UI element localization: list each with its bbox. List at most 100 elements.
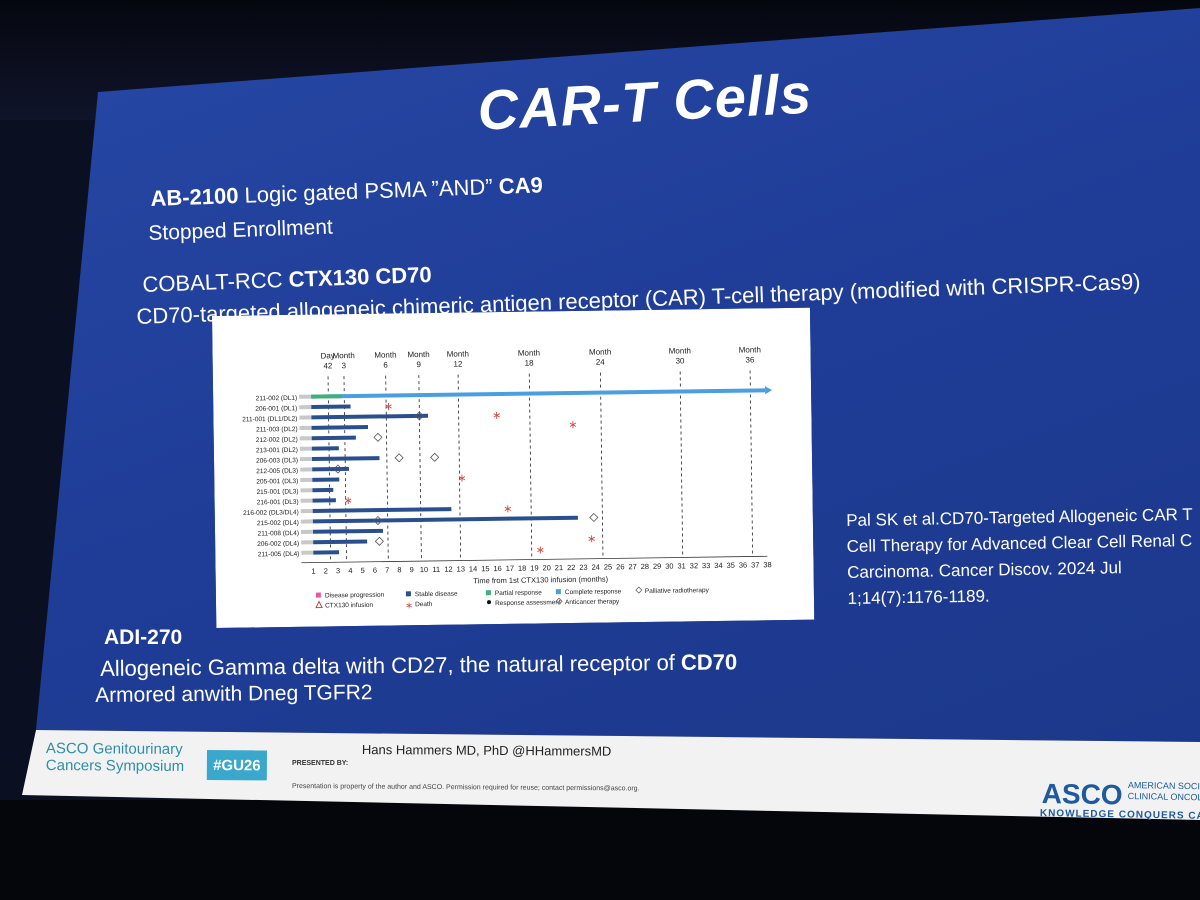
x-tick-label: 15 [481,564,489,573]
x-tick-label: 28 [641,562,649,571]
x-tick-label: 14 [469,564,477,573]
x-tick-label: 25 [604,562,612,571]
x-axis-line [301,555,768,564]
x-tick-label: 2 [324,566,328,575]
asco-society-line: CLINICAL ONCOLO [1127,790,1200,803]
death-marker: ∗ [384,400,393,413]
legend-swatch [405,591,411,597]
x-tick-label: 12 [444,565,452,574]
legend-label: Palliative radiotherapy [645,587,710,595]
adi270-armor: Armored anwith Dneg TGFR2 [95,681,373,707]
anticancer-therapy-marker [374,536,384,546]
x-tick-label: 8 [397,565,401,574]
patient-label: 205-001 (DL3) [256,478,298,486]
patient-label: 211-002 (DL1) [256,395,298,403]
timepoint-line [679,371,684,556]
patient-bar [312,477,340,482]
x-tick-label: 37 [751,560,759,569]
patient-bar [312,466,349,472]
x-tick-label: 18 [518,564,526,573]
patient-bar [311,425,369,430]
legend-label: Complete response [565,588,622,596]
x-tick-label: 6 [373,566,377,575]
legend-label: CTX130 infusion [325,602,374,610]
patient-bar [312,487,334,493]
patient-bar [312,515,578,524]
timepoint-label: Month [669,346,691,355]
anticancer-therapy-marker [394,453,404,463]
x-tick-label: 26 [616,562,624,571]
patient-label: 206-003 (DL3) [256,457,298,465]
swimmer-plot: Day42Month3Month6Month9Month12Month18Mon… [212,307,815,628]
pre-infusion-bar [300,467,313,472]
x-tick-label: 3 [336,566,340,575]
pre-infusion-bar [300,519,313,524]
anticancer-therapy-marker [414,411,424,421]
pre-infusion-bar [300,529,314,534]
x-tick-label: 11 [432,565,440,574]
x-tick-label: 36 [739,561,747,570]
citation: Pal SK et al.CD70-Targeted Allogeneic CA… [846,502,1194,612]
timepoint-line [749,370,754,555]
timepoint-label: 36 [745,355,755,364]
timepoint-label: Month [333,351,355,360]
legend-label: Stable disease [415,591,458,599]
patient-bar [311,404,351,410]
x-tick-label: 33 [702,561,710,570]
death-marker: ∗ [503,502,512,515]
legend-swatch [487,600,492,605]
cobalt-prefix: COBALT-RCC [142,266,290,297]
patient-bar [311,413,429,420]
patient-label: 213-001 (DL2) [256,447,298,455]
timepoint-label: 24 [596,358,606,367]
x-tick-label: 29 [653,562,661,571]
x-tick-label: 30 [665,562,673,571]
x-tick-label: 5 [360,566,364,575]
patient-label: 215-002 (DL4) [257,520,299,528]
legend-label: Partial response [495,589,542,597]
symposium-logo-line: ASCO Genitourinary [45,740,183,758]
timepoint-line [528,373,533,558]
patient-bar [311,456,380,462]
patient-bar [311,388,766,399]
x-tick-label: 31 [677,561,685,570]
death-marker: ∗ [492,409,501,422]
pre-infusion-bar [299,436,312,441]
anticancer-therapy-marker [373,432,383,442]
legend-swatch [315,592,321,598]
timepoint-label: Month [589,347,611,356]
adi270-desc-text: Allogeneic Gamma delta with CD27, the na… [100,649,682,681]
patient-label: 211-005 (DL4) [258,551,300,559]
x-tick-label: 9 [410,565,414,574]
x-tick-label: 23 [579,563,587,572]
room-floor [0,800,1200,900]
death-marker: ∗ [536,543,545,556]
patient-label: 211-003 (DL2) [256,426,298,434]
x-tick-label: 35 [726,561,734,570]
timepoint-label: 3 [342,361,347,370]
legend-swatch [485,590,491,596]
legend-label: Disease progression [325,592,385,600]
ab2100-name: AB-2100 [150,182,239,211]
cobalt-bold: CTX130 CD70 [288,261,433,292]
pre-infusion-bar [300,488,313,493]
timepoint-label: 6 [383,361,388,370]
pre-infusion-bar [299,394,312,399]
patient-bar [312,498,336,503]
patient-label: 211-008 (DL4) [258,530,300,538]
patient-label: 212-002 (DL2) [256,436,298,444]
adi270-target: CD70 [680,649,738,675]
chart-background [212,307,815,628]
x-tick-label: 20 [542,563,550,572]
timepoint-line [457,374,462,559]
timepoint-label: Month [739,345,761,354]
timepoint-label: 30 [675,356,685,365]
patient-label: 206-002 (DL4) [257,540,299,548]
timepoint-label: 12 [453,360,463,369]
death-marker: ∗ [587,532,596,545]
timepoint-label: Month [374,350,396,359]
timepoint-label: Day [321,351,335,360]
x-tick-label: 38 [763,560,771,569]
pre-infusion-bar [299,415,312,420]
x-axis-title: Time from 1st CTX130 infusion (months) [473,574,608,585]
